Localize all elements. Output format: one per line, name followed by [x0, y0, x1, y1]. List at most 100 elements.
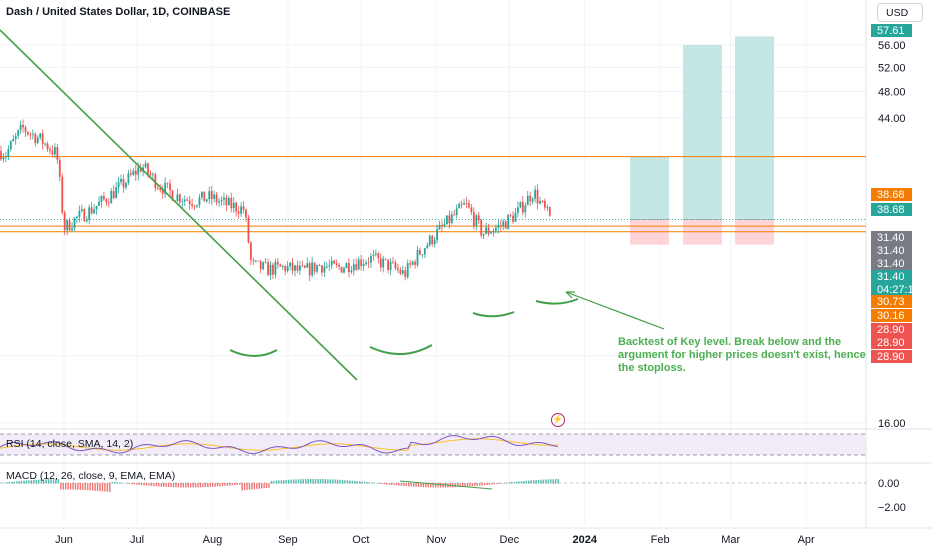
- macd-hist-bar: [332, 479, 334, 484]
- macd-hist-bar: [278, 480, 280, 484]
- key-levels: [0, 156, 866, 233]
- candle: [203, 191, 206, 202]
- arrow-head: [565, 291, 575, 299]
- candle: [80, 209, 83, 211]
- x-tick-label: Oct: [352, 534, 369, 546]
- macd-hist-bar: [532, 480, 535, 484]
- candle: [36, 137, 39, 143]
- macd-hist-bar: [388, 483, 390, 485]
- candle: [438, 224, 441, 230]
- macd-hist-bar: [496, 483, 498, 485]
- macd-hist-bar: [469, 483, 471, 487]
- price-tag: [871, 257, 912, 270]
- macd-hist-bar: [525, 480, 527, 484]
- candle: [519, 201, 522, 208]
- candle: [387, 259, 389, 270]
- macd-hist-bar: [486, 483, 488, 486]
- candle: [426, 245, 429, 249]
- candle: [149, 173, 152, 176]
- support-arc: [229, 349, 278, 357]
- candle: [397, 268, 399, 270]
- macd-hist-bar: [349, 480, 351, 484]
- price-tags: 57.6138.6838.6831.4031.4031.4031.4004:27…: [871, 24, 920, 363]
- macd-hist-bar: [434, 483, 437, 488]
- macd-hist-bar: [101, 483, 104, 492]
- price-tag-label: 30.16: [877, 310, 905, 322]
- macd-hist-bar: [194, 483, 197, 488]
- price-tag-label: 31.40: [877, 258, 905, 270]
- macd-hist-bar: [493, 483, 496, 485]
- candle: [348, 263, 350, 273]
- candle: [68, 220, 71, 231]
- candle: [370, 255, 372, 263]
- candle: [232, 202, 235, 209]
- candle: [139, 167, 142, 172]
- y-tick-label: 48.00: [878, 87, 906, 99]
- macd-hist-bar: [312, 479, 314, 484]
- macd-hist-bar: [136, 483, 138, 485]
- macd-hist-bar: [40, 479, 42, 484]
- candle: [186, 199, 189, 201]
- macd-hist-bar: [422, 483, 425, 488]
- flash-icon[interactable]: ⚡: [551, 413, 565, 427]
- macd-hist-bar: [390, 483, 393, 485]
- macd-hist-bar: [454, 483, 456, 488]
- price-tag-label: 30.73: [877, 296, 905, 308]
- candle: [264, 262, 267, 264]
- macd-hist-bar: [82, 483, 84, 490]
- candle: [423, 248, 426, 255]
- candle: [460, 203, 463, 205]
- price-tag-label: 57.61: [877, 25, 905, 37]
- candle: [78, 210, 81, 217]
- macd-hist-bar: [393, 483, 395, 486]
- candle: [524, 205, 527, 213]
- candle: [257, 260, 260, 262]
- macd-hist-bar: [420, 483, 422, 488]
- macd-hist-bar: [229, 483, 231, 486]
- macd-hist-bar: [77, 483, 79, 490]
- x-tick-label: Dec: [500, 534, 520, 546]
- candle: [90, 207, 93, 214]
- macd-hist-bar: [408, 483, 410, 487]
- candle: [56, 147, 59, 160]
- candle: [127, 173, 130, 183]
- candle: [17, 130, 20, 136]
- candle: [129, 173, 132, 175]
- macd-hist-bar: [378, 483, 380, 484]
- candle: [117, 182, 120, 188]
- price-tag: [871, 283, 912, 296]
- macd-hist-bar: [457, 483, 459, 488]
- candle: [458, 203, 461, 209]
- macd-hist-bar: [459, 483, 461, 487]
- candle: [529, 195, 532, 202]
- candle: [340, 266, 343, 273]
- macd-hist-bar: [221, 483, 224, 487]
- macd-hist-bar: [42, 479, 45, 484]
- candle: [54, 147, 56, 155]
- candle: [164, 182, 167, 194]
- macd-hist-bar: [163, 483, 165, 487]
- macd-hist-bar: [79, 483, 82, 490]
- candle: [409, 263, 412, 265]
- candle: [14, 135, 17, 140]
- macd-hist-bar: [224, 483, 226, 486]
- candle: [159, 188, 162, 190]
- candle: [365, 262, 367, 265]
- currency-button[interactable]: USD: [877, 3, 923, 22]
- macd-hist-bar: [491, 483, 493, 485]
- candle: [215, 194, 218, 203]
- candle: [502, 221, 505, 227]
- macd-hist-bar: [47, 479, 50, 484]
- candle: [237, 211, 240, 214]
- candle: [183, 199, 186, 202]
- macd-hist-bar: [339, 479, 341, 484]
- macd-hist-bar: [535, 480, 537, 484]
- candle: [156, 188, 159, 190]
- macd-hist-bar: [528, 480, 530, 484]
- price-tag: [871, 203, 912, 216]
- macd-hist-bar: [6, 482, 8, 484]
- trendline: [0, 29, 358, 381]
- macd-hist-bar: [540, 479, 542, 484]
